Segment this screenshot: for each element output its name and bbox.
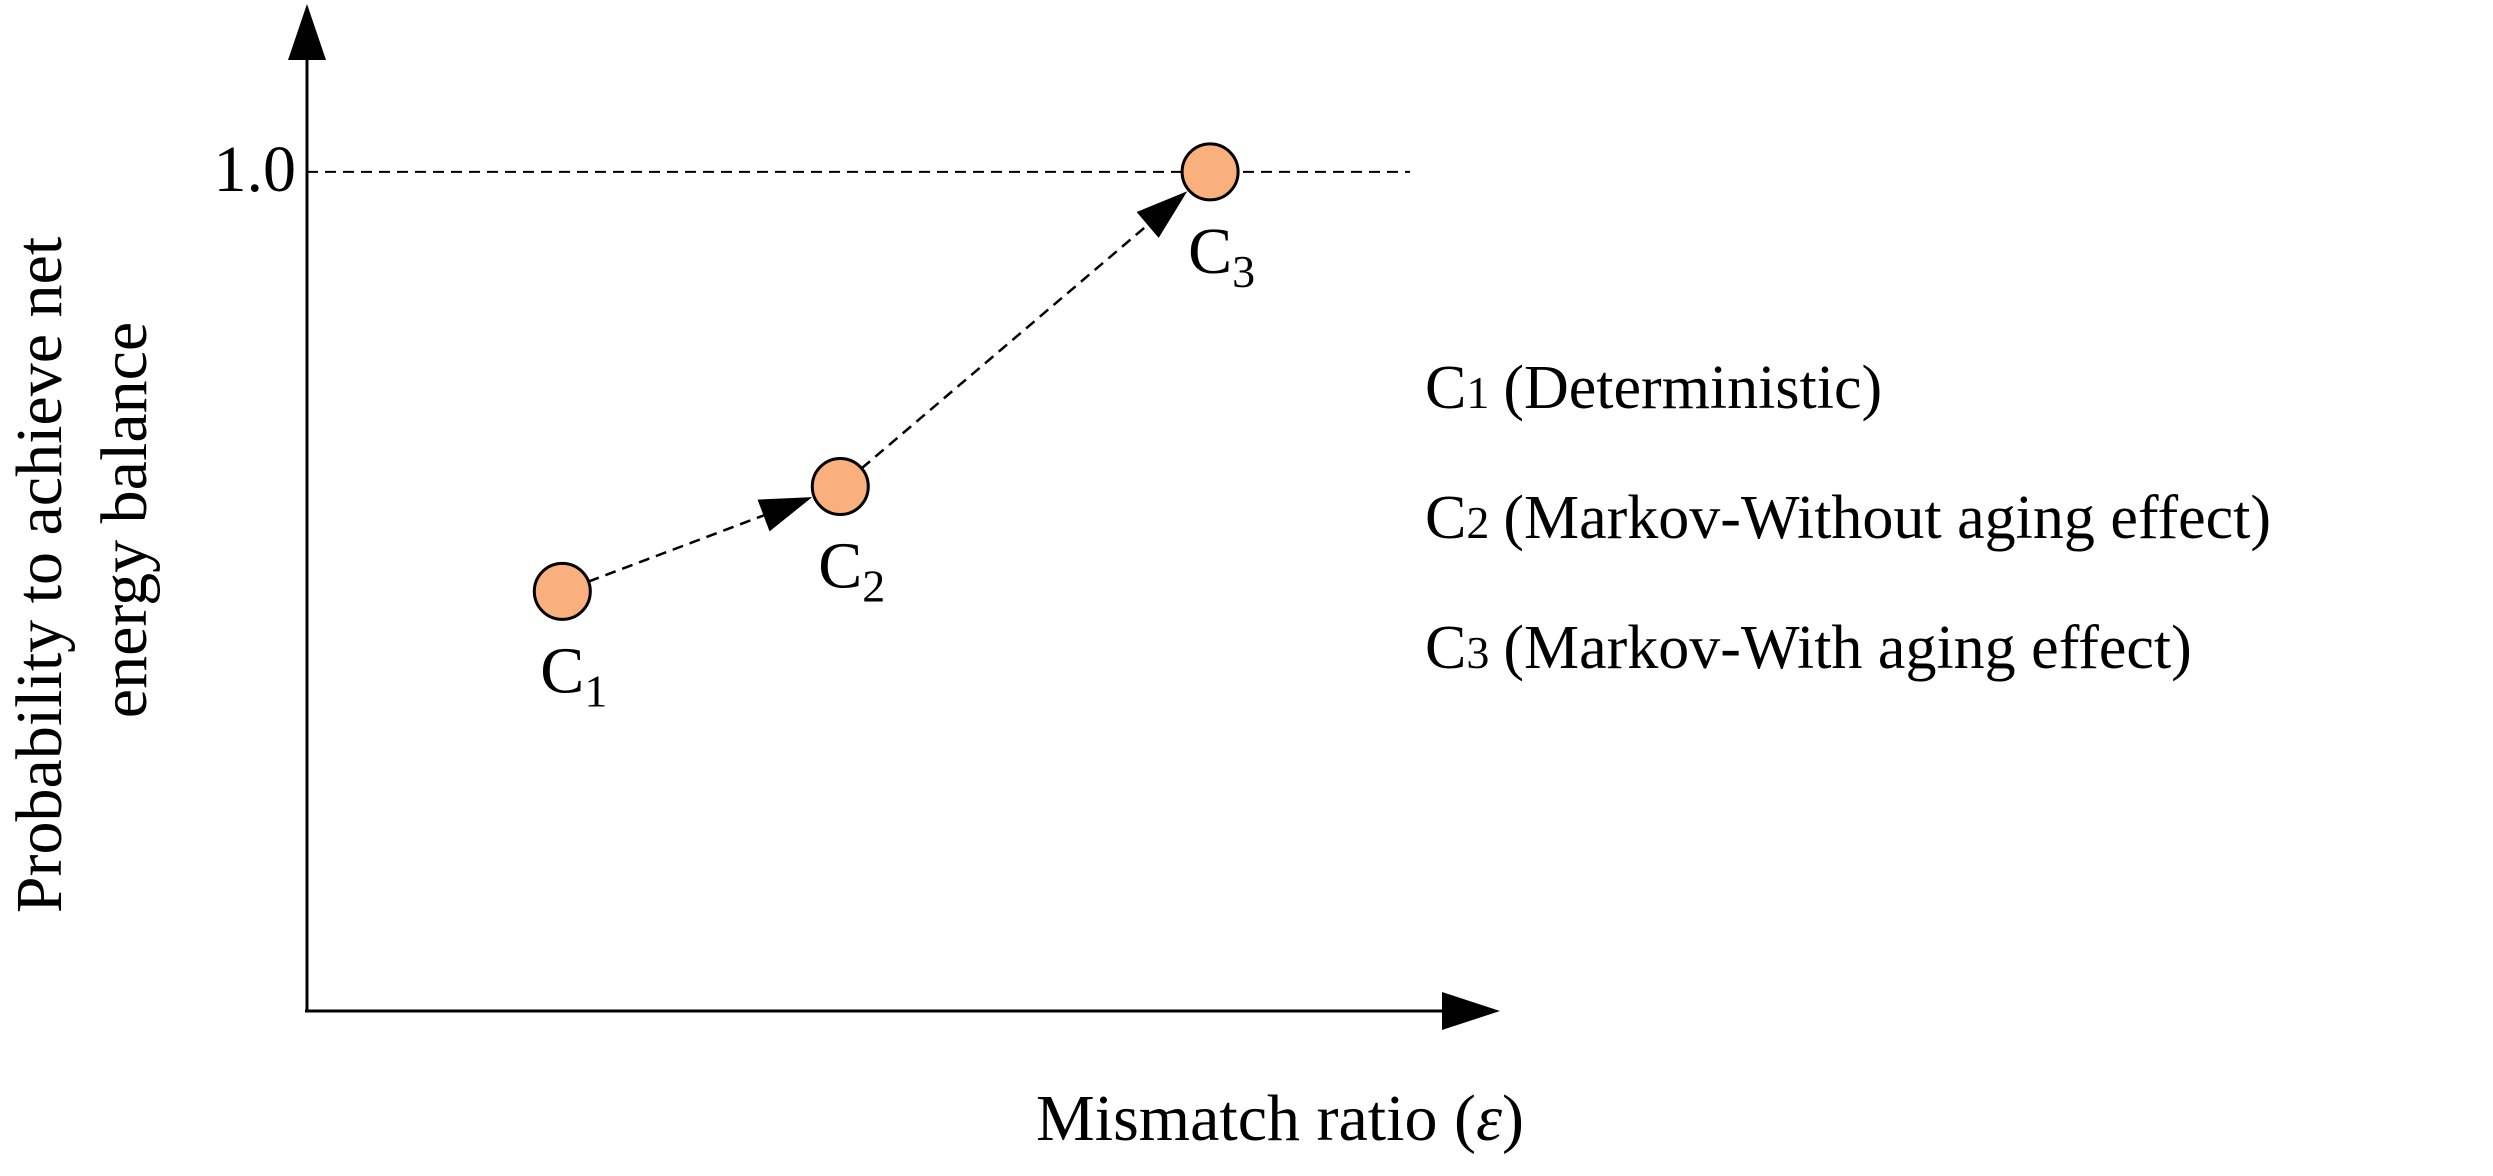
- legend: C1 (Deterministic)C2 (Markov-Without aging…: [1425, 354, 2271, 682]
- legend-entry-2: C2 (Markov-Without aging effect): [1425, 484, 2271, 552]
- legend-letter: C: [1425, 354, 1466, 422]
- legend-text: (Markov-Without aging effect): [1503, 484, 2271, 552]
- legend-letter: C: [1425, 614, 1466, 682]
- point-marker-C1: [532, 561, 592, 621]
- point-label-subscript: 1: [584, 665, 607, 716]
- point-label-letter: C: [818, 530, 862, 603]
- point-label-subscript: 2: [862, 561, 885, 612]
- y-axis-arrowhead: [288, 4, 326, 60]
- transition-line-C2-C3: [860, 224, 1149, 470]
- x-axis-label: Mismatch ratio (ε): [1036, 1082, 1524, 1155]
- x-axis-arrowhead: [1442, 992, 1500, 1030]
- legend-subscript: 1: [1466, 367, 1489, 418]
- point-label-letter: C: [1188, 215, 1232, 288]
- y-axis-label: Probability to achieve net energy balanc…: [3, 237, 161, 913]
- transition-arrows: [588, 191, 1188, 583]
- point-label-letter: C: [540, 634, 584, 707]
- y-tick-label: 1.0: [214, 133, 297, 206]
- legend-entry-3: C3 (Markov-With aging effect): [1425, 614, 2192, 682]
- legend-text: (Markov-With aging effect): [1503, 614, 2191, 682]
- y-axis-label-line-2: energy balance: [88, 322, 161, 718]
- legend-letter: C: [1425, 484, 1466, 552]
- x-axis-label-close: ): [1502, 1082, 1524, 1155]
- point-marker-C3: [1180, 142, 1240, 202]
- legend-subscript: 3: [1466, 627, 1489, 678]
- point-marker-C2: [810, 457, 870, 517]
- x-axis-label-symbol: ε: [1476, 1082, 1502, 1155]
- transition-line-C1-C2: [588, 514, 764, 583]
- point-label-C2: C2: [818, 530, 885, 612]
- x-axis-label-text: Mismatch ratio (: [1036, 1082, 1476, 1155]
- transition-arrowhead-C1-C2: [757, 497, 813, 532]
- y-axis-label-line-1: Probability to achieve net: [3, 237, 76, 913]
- legend-subscript: 2: [1466, 497, 1489, 548]
- legend-text: (Deterministic): [1503, 354, 1882, 422]
- point-label-subscript: 3: [1232, 246, 1255, 297]
- data-points: [532, 142, 1240, 621]
- point-label-C3: C3: [1188, 215, 1255, 297]
- transition-arrowhead-C2-C3: [1136, 191, 1188, 238]
- legend-entry-1: C1 (Deterministic): [1425, 354, 1882, 422]
- point-label-C1: C1: [540, 634, 607, 716]
